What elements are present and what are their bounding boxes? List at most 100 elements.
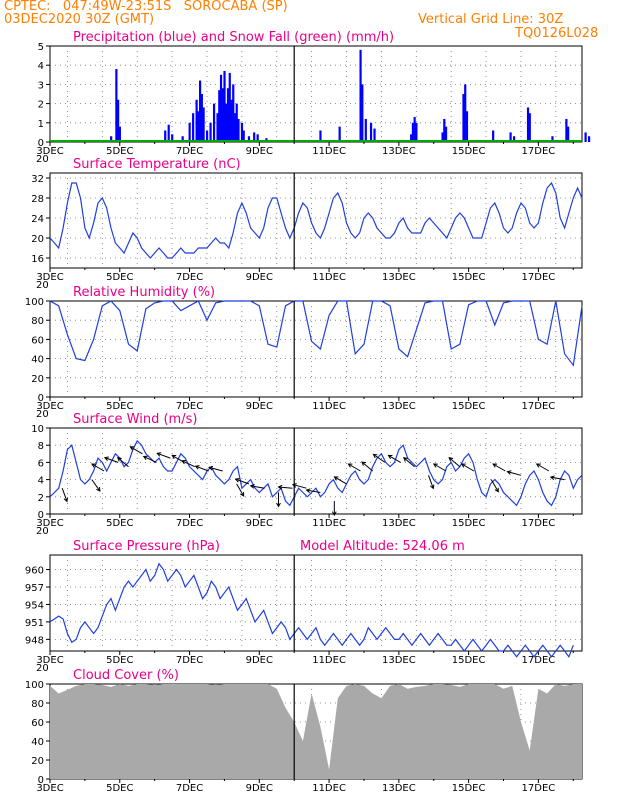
wind-arrow-shaft: [306, 489, 321, 493]
precip-bar: [509, 132, 512, 142]
temperature-xtick-label: 7DEC: [176, 272, 203, 283]
cloud-ytick-label: 60: [31, 718, 44, 729]
precip-ytick-label: 1: [38, 119, 44, 130]
precip-bar: [212, 103, 216, 142]
wind-arrow-head: [387, 454, 393, 460]
precip-bar: [319, 130, 322, 142]
wind-arrow-shaft: [403, 457, 415, 468]
precip-bar: [209, 122, 212, 142]
pressure-xtick-label: 9DEC: [246, 655, 273, 666]
temperature-xtick-label: 13DEC: [382, 272, 416, 283]
wind-xtick-label: 15DEC: [452, 518, 486, 529]
precip-bar: [192, 113, 195, 142]
wind-arrow-shaft: [292, 484, 307, 489]
wind-arrow-shaft: [428, 475, 434, 489]
wind-cut-label: 20: [36, 526, 49, 537]
precip-bar: [118, 126, 121, 142]
wind-ytick-label: 2: [38, 493, 44, 504]
wind-arrow-head: [506, 470, 512, 475]
precip-bar: [444, 126, 448, 142]
wind-arrow-shaft: [461, 463, 475, 472]
precip-bar: [164, 130, 167, 142]
wind-arrow-head: [429, 484, 435, 490]
humidity-ytick-label: 20: [31, 374, 44, 385]
wind-arrow-head: [305, 488, 311, 493]
precip-bar: [200, 94, 203, 142]
wind-arrow-head: [347, 463, 353, 468]
cloud-title: Cloud Cover (%): [73, 668, 179, 683]
precip-bar: [359, 49, 362, 143]
wind-arrow-shaft: [236, 483, 245, 497]
wind-arrow-head: [194, 465, 200, 470]
wind-arrow-shaft: [209, 466, 223, 472]
wind-arrow-shaft: [550, 476, 565, 481]
wind-ytick-label: 0: [38, 510, 44, 521]
cloud-xtick-label: 3DEC: [36, 783, 63, 794]
wind-arrow-shaft: [448, 457, 461, 468]
grid-line-header: Vertical Grid Line: 30Z: [418, 12, 564, 27]
wind-xtick-label: 13DEC: [382, 518, 416, 529]
wind-arrow-shaft: [91, 479, 101, 492]
wind-arrow-head: [96, 487, 101, 492]
precip-xtick-label: 13DEC: [382, 146, 416, 157]
precip-bar: [232, 84, 235, 142]
wind-arrow-head: [492, 463, 498, 468]
pressure-xtick-label: 15DEC: [452, 655, 486, 666]
precip-bar: [256, 134, 259, 142]
temperature-ytick-label: 32: [31, 174, 44, 185]
precip-bar: [415, 122, 418, 142]
precip-bar: [221, 88, 224, 142]
precip-bar: [361, 84, 364, 142]
wind-xtick-label: 7DEC: [176, 518, 203, 529]
wind-arrow-shaft: [130, 446, 143, 455]
wind-arrow-head: [460, 463, 466, 468]
pressure-ytick-label: 948: [25, 635, 44, 646]
wind-arrow-head: [276, 502, 281, 508]
humidity-xtick-label: 11DEC: [312, 401, 346, 412]
wind-frame: [49, 427, 583, 515]
wind-xtick-label: 9DEC: [246, 518, 273, 529]
humidity-xtick-label: 15DEC: [452, 401, 486, 412]
wind-arrow-head: [361, 461, 366, 466]
cloud-cover-area: [50, 684, 582, 779]
temperature-ytick-label: 28: [31, 194, 44, 205]
temperature-cut-label: 20: [36, 280, 49, 291]
precip-bar: [526, 107, 530, 142]
temperature-xtick-label: 3DEC: [36, 272, 63, 283]
humidity-frame: [49, 300, 583, 398]
wind-arrow-shaft: [388, 454, 401, 463]
precip-bar: [202, 107, 205, 142]
precip-bar: [242, 130, 245, 142]
wind-arrow-shaft: [195, 465, 209, 472]
wind-arrow-head: [91, 463, 96, 468]
wind-arrow-head: [403, 457, 408, 462]
precip-bar: [219, 74, 223, 142]
wind-xtick-label: 5DEC: [106, 518, 133, 529]
wind-arrow-shaft: [536, 463, 550, 472]
wind-arrow-head: [208, 465, 214, 471]
precip-bar: [411, 122, 415, 142]
run-time-header: 03DEC2020 30Z (GMT): [4, 12, 155, 27]
wind-arrow-shaft: [91, 463, 105, 472]
wind-arrow-head: [63, 497, 69, 503]
wind-ytick-label: 6: [38, 458, 44, 469]
precip-ytick-label: 3: [38, 80, 44, 91]
wind-arrow-head: [249, 484, 255, 489]
precip-bar: [233, 113, 237, 142]
cloud-xtick-label: 5DEC: [106, 783, 133, 794]
humidity-xtick-label: 13DEC: [382, 401, 416, 412]
wind-arrow-shaft: [373, 453, 386, 463]
precip-bar: [567, 126, 570, 142]
humidity-ytick-label: 80: [31, 316, 44, 327]
precip-bar: [216, 113, 219, 142]
pressure-xtick-label: 11DEC: [312, 655, 346, 666]
wind-arrow-head: [171, 454, 177, 460]
wind-ytick-label: 10: [31, 424, 44, 435]
wind-arrow-shaft: [104, 457, 119, 463]
pressure-annotation: Model Altitude: 524.06 m: [300, 539, 465, 554]
wind-arrow-head: [535, 463, 541, 468]
precip-bar: [235, 103, 238, 142]
wind-arrow-shaft: [157, 452, 171, 459]
precip-bar: [188, 122, 191, 142]
precip-bar: [364, 118, 367, 142]
